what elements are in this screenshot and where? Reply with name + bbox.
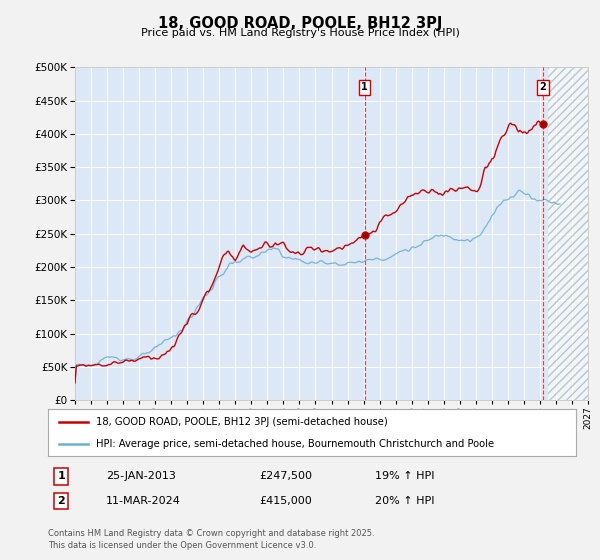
Text: £247,500: £247,500 [259, 472, 312, 482]
Text: 1: 1 [58, 472, 65, 482]
Text: 18, GOOD ROAD, POOLE, BH12 3PJ (semi-detached house): 18, GOOD ROAD, POOLE, BH12 3PJ (semi-det… [95, 417, 387, 427]
Text: 2: 2 [539, 82, 547, 92]
Text: 1: 1 [361, 82, 368, 92]
Text: 19% ↑ HPI: 19% ↑ HPI [376, 472, 435, 482]
Text: 18, GOOD ROAD, POOLE, BH12 3PJ: 18, GOOD ROAD, POOLE, BH12 3PJ [158, 16, 442, 31]
Text: Price paid vs. HM Land Registry's House Price Index (HPI): Price paid vs. HM Land Registry's House … [140, 28, 460, 38]
Text: 11-MAR-2024: 11-MAR-2024 [106, 496, 181, 506]
Text: £415,000: £415,000 [259, 496, 312, 506]
Text: 20% ↑ HPI: 20% ↑ HPI [376, 496, 435, 506]
Text: Contains HM Land Registry data © Crown copyright and database right 2025.
This d: Contains HM Land Registry data © Crown c… [48, 529, 374, 550]
Text: 25-JAN-2013: 25-JAN-2013 [106, 472, 176, 482]
Text: HPI: Average price, semi-detached house, Bournemouth Christchurch and Poole: HPI: Average price, semi-detached house,… [95, 438, 494, 449]
Text: 2: 2 [58, 496, 65, 506]
